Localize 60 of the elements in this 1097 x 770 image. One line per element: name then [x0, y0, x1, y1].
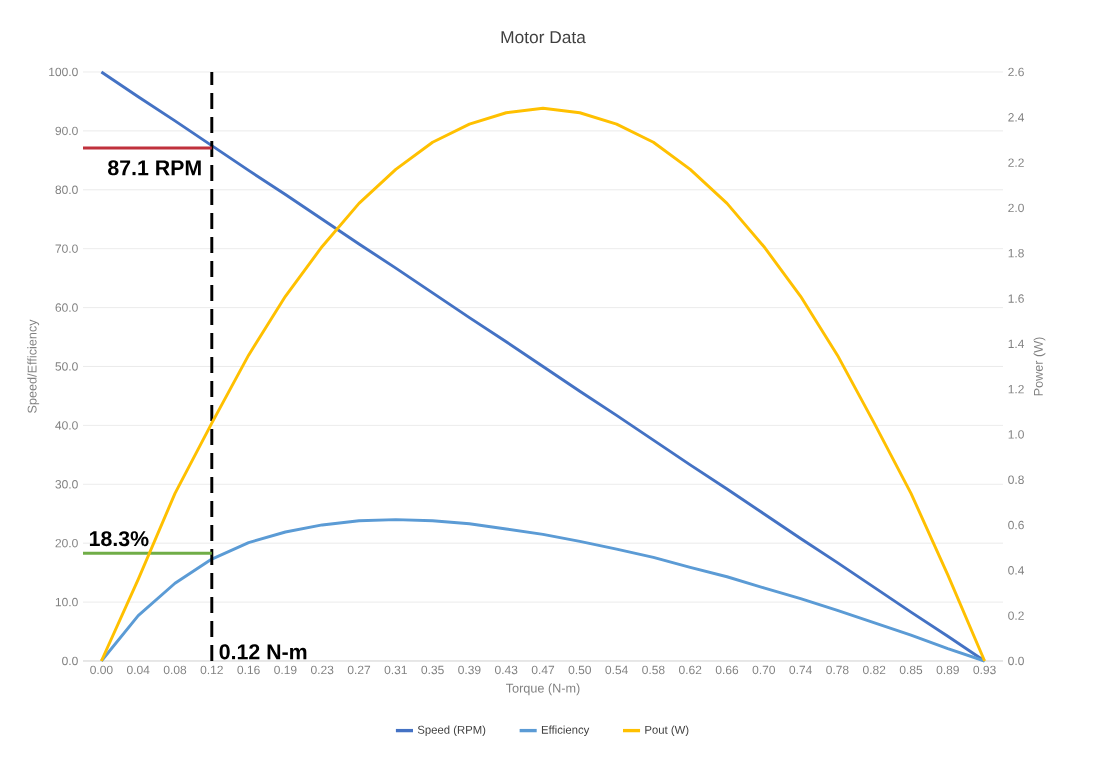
y-tick-label: 90.0: [55, 126, 78, 136]
y-axis-title: Speed/Efficiency: [27, 319, 40, 413]
x-tick-label: 0.47: [531, 665, 555, 675]
x-tick-label: 0.00: [90, 665, 113, 675]
y2-tick-label: 1.4: [1008, 339, 1025, 348]
y-tick-label: 0.0: [62, 656, 78, 666]
x-tick-label: 0.54: [605, 665, 628, 675]
y2-tick-label: 1.6: [1008, 294, 1024, 303]
y2-tick-label: 2.6: [1008, 67, 1024, 77]
x-tick-label: 0.16: [237, 665, 260, 675]
x-tick-label: 0.04: [126, 665, 150, 675]
y2-tick-label: 0.2: [1008, 611, 1024, 620]
y2-axis-title: Power (W): [1033, 337, 1046, 396]
legend-label: Pout (W): [645, 725, 689, 737]
x-tick-label: 0.78: [826, 665, 849, 675]
x-tick-label: 0.89: [936, 665, 959, 675]
y-tick-label: 80.0: [55, 185, 78, 195]
x-tick-label: 0.82: [862, 665, 886, 675]
x-tick-label: 0.39: [458, 665, 481, 675]
x-tick-label: 0.74: [789, 665, 812, 675]
x-tick-label: 0.12: [200, 665, 223, 675]
y-tick-label: 100.0: [49, 67, 78, 77]
y2-tick-label: 1.0: [1008, 430, 1024, 439]
y2-tick-label: 2.2: [1008, 158, 1024, 167]
x-tick-label: 0.62: [678, 665, 702, 675]
x-tick-label: 0.66: [715, 665, 739, 675]
x-tick-label: 0.50: [568, 665, 592, 675]
x-tick-label: 0.70: [752, 665, 776, 675]
x-tick-label: 0.08: [163, 665, 187, 675]
y-tick-label: 70.0: [55, 244, 78, 253]
ref-line-label: 0.12 N-m: [219, 644, 307, 660]
y2-tick-label: 0.4: [1008, 566, 1025, 575]
legend-label: Efficiency: [541, 725, 590, 737]
x-tick-label: 0.23: [310, 665, 334, 675]
y2-tick-label: 0.0: [1008, 656, 1024, 666]
x-tick-label: 0.31: [384, 665, 407, 675]
y2-tick-label: 1.2: [1008, 384, 1024, 394]
x-tick-label: 0.58: [642, 665, 665, 675]
y2-tick-label: 0.8: [1008, 475, 1024, 485]
y2-tick-label: 2.4: [1008, 113, 1025, 122]
y-tick-label: 10.0: [55, 597, 78, 607]
x-tick-label: 0.43: [494, 665, 518, 675]
y-tick-label: 40.0: [55, 421, 78, 430]
x-tick-label: 0.19: [274, 665, 297, 675]
ref-line-label: 87.1 RPM: [108, 160, 201, 176]
y-tick-label: 30.0: [55, 480, 78, 489]
y-tick-label: 20.0: [55, 538, 78, 548]
ref-line-label: 18.3%: [89, 531, 149, 547]
x-axis-title: Torque (N-m): [505, 683, 580, 696]
x-tick-label: 0.85: [899, 665, 923, 675]
y-tick-label: 60.0: [55, 303, 78, 312]
x-tick-label: 0.93: [973, 665, 996, 675]
y2-tick-label: 1.8: [1008, 248, 1024, 258]
x-tick-label: 0.35: [421, 665, 444, 675]
legend-label: Speed (RPM): [417, 725, 486, 737]
y2-tick-label: 2.0: [1008, 203, 1024, 213]
y-tick-label: 50.0: [55, 362, 78, 371]
chart-title: Motor Data: [501, 31, 586, 44]
x-tick-label: 0.27: [347, 665, 371, 675]
y2-tick-label: 0.6: [1008, 520, 1024, 530]
